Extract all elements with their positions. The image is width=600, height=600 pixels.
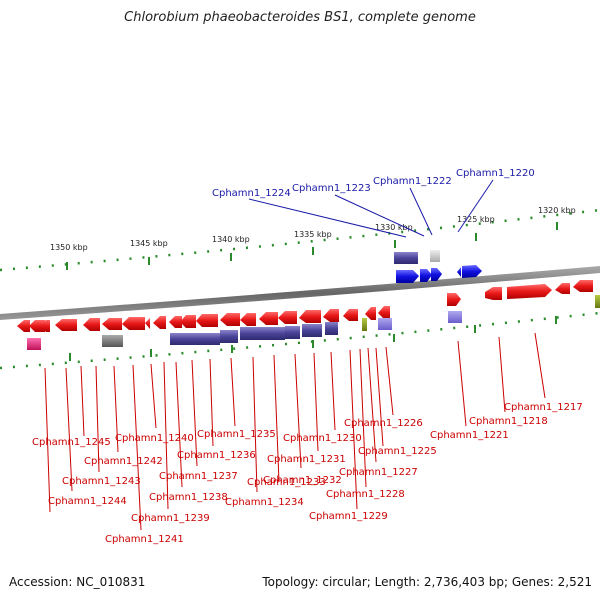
gene-1223-arrow <box>420 269 432 282</box>
gene-block-purple <box>170 333 220 345</box>
gene-1220-arrow <box>462 265 482 278</box>
gene-label: Cphamn1_1229 <box>309 511 388 522</box>
gene-1232 <box>240 313 256 326</box>
gene-label: Cphamn1_1234 <box>225 497 304 508</box>
gene-block-olive <box>362 318 367 331</box>
gene-label: Cphamn1_1233 <box>247 477 326 488</box>
gene-1224 <box>394 252 418 264</box>
gene-label: Cphamn1_1231 <box>267 454 346 465</box>
gene-label: Cphamn1_1230 <box>283 433 362 444</box>
gene-label: Cphamn1_1222 <box>373 176 452 187</box>
gene-1228 <box>323 309 339 322</box>
gene-small-blue <box>457 267 461 277</box>
gene-block-purple <box>220 330 238 343</box>
gene-red-right-1 <box>555 283 570 294</box>
gene-1241 <box>83 318 100 331</box>
gene-label: Cphamn1_1237 <box>159 471 238 482</box>
gene-label: Cphamn1_1241 <box>105 534 184 545</box>
gene-1227 <box>343 309 358 321</box>
gene-label: Cphamn1_1242 <box>84 456 163 467</box>
gene-1226 <box>365 307 376 320</box>
bottom-gene-labels: Cphamn1_1217 Cphamn1_1218 Cphamn1_1221 C… <box>32 402 583 545</box>
gene-label: Cphamn1_1245 <box>32 437 111 448</box>
upper-scale-track <box>0 208 600 272</box>
gene-label: Cphamn1_1224 <box>212 188 291 199</box>
gene-1234 <box>196 314 218 327</box>
gene-1218 <box>485 287 502 300</box>
upper-major-ticks <box>66 222 558 270</box>
gene-1243 <box>40 320 50 332</box>
gene-label: Cphamn1_1221 <box>430 430 509 441</box>
gene-label: Cphamn1_1223 <box>292 183 371 194</box>
genome-summary-text: Topology: circular; Length: 2,736,403 bp… <box>262 575 592 589</box>
gene-label: Cphamn1_1218 <box>469 416 548 427</box>
gene-1221 <box>447 293 461 306</box>
gene-label: Cphamn1_1236 <box>177 450 256 461</box>
gene-label: Cphamn1_1243 <box>62 476 141 487</box>
scale-label: 1335 kbp <box>294 230 332 239</box>
gene-1231 <box>259 312 278 325</box>
gene-1242 <box>55 319 77 331</box>
gene-1235 <box>180 315 196 328</box>
gene-1230 <box>278 311 297 324</box>
gene-label: Cphamn1_1228 <box>326 489 405 500</box>
gene-red-right-2 <box>573 280 593 292</box>
gene-label: Cphamn1_1240 <box>115 433 194 444</box>
gene-block-purple <box>240 327 285 340</box>
gene-1222-arrow <box>431 268 442 281</box>
gene-1237 <box>153 316 166 329</box>
gene-label: Cphamn1_1227 <box>339 467 418 478</box>
gene-label: Cphamn1_1220 <box>456 168 535 179</box>
gene-1245 <box>17 320 30 332</box>
gene-1244 <box>29 320 45 332</box>
gene-label: Cphamn1_1225 <box>358 446 437 457</box>
scale-labels: 1350 kbp 1345 kbp 1340 kbp 1335 kbp 1330… <box>50 206 576 252</box>
top-gene-labels: Cphamn1_1224 Cphamn1_1223 Cphamn1_1222 C… <box>212 168 535 199</box>
scale-label: 1330 kbp <box>375 223 413 232</box>
gene-1238 <box>145 318 150 329</box>
gene-label: Cphamn1_1239 <box>131 513 210 524</box>
scale-label: 1345 kbp <box>130 239 168 248</box>
gene-label: Cphamn1_1232 <box>263 475 342 486</box>
gene-1236 <box>169 316 182 328</box>
gene-block-olive <box>595 295 600 308</box>
map-title: Chlorobium phaeobacteroides BS1, complet… <box>124 10 476 25</box>
gene-block-purple <box>285 326 300 339</box>
gene-label: Cphamn1_1238 <box>149 492 228 503</box>
gene-block-purple <box>325 322 338 335</box>
genome-backbone <box>0 266 600 320</box>
gene-1225 <box>378 306 390 319</box>
gene-block-pink <box>27 338 41 350</box>
gene-1239 <box>122 317 145 330</box>
accession-text: Accession: NC_010831 <box>9 575 146 589</box>
scale-label: 1320 kbp <box>538 206 576 215</box>
gene-block-grey <box>102 335 123 347</box>
gene-1240 <box>102 318 122 330</box>
bottom-leader-lines <box>44 332 546 531</box>
lower-strand-genes <box>17 280 600 350</box>
gene-1224-arrow <box>396 270 419 283</box>
gene-label: Cphamn1_1235 <box>197 429 276 440</box>
lower-major-ticks <box>69 316 557 361</box>
gene-1217 <box>507 284 552 299</box>
gene-1229 <box>299 310 321 323</box>
gene-label: Cphamn1_1217 <box>504 402 583 413</box>
upper-strand-genes <box>394 250 482 283</box>
gene-1233 <box>220 313 240 326</box>
gene-1222 <box>430 250 440 262</box>
scale-label: 1350 kbp <box>50 243 88 252</box>
gene-block-purple <box>302 324 322 337</box>
gene-label: Cphamn1_1244 <box>48 496 127 507</box>
top-leader-lines <box>248 179 494 238</box>
gene-block-lavender <box>448 311 462 323</box>
scale-label: 1340 kbp <box>212 235 250 244</box>
scale-label: 1325 kbp <box>457 215 495 224</box>
gene-block-lavender <box>378 318 392 330</box>
gene-label: Cphamn1_1226 <box>344 418 423 429</box>
